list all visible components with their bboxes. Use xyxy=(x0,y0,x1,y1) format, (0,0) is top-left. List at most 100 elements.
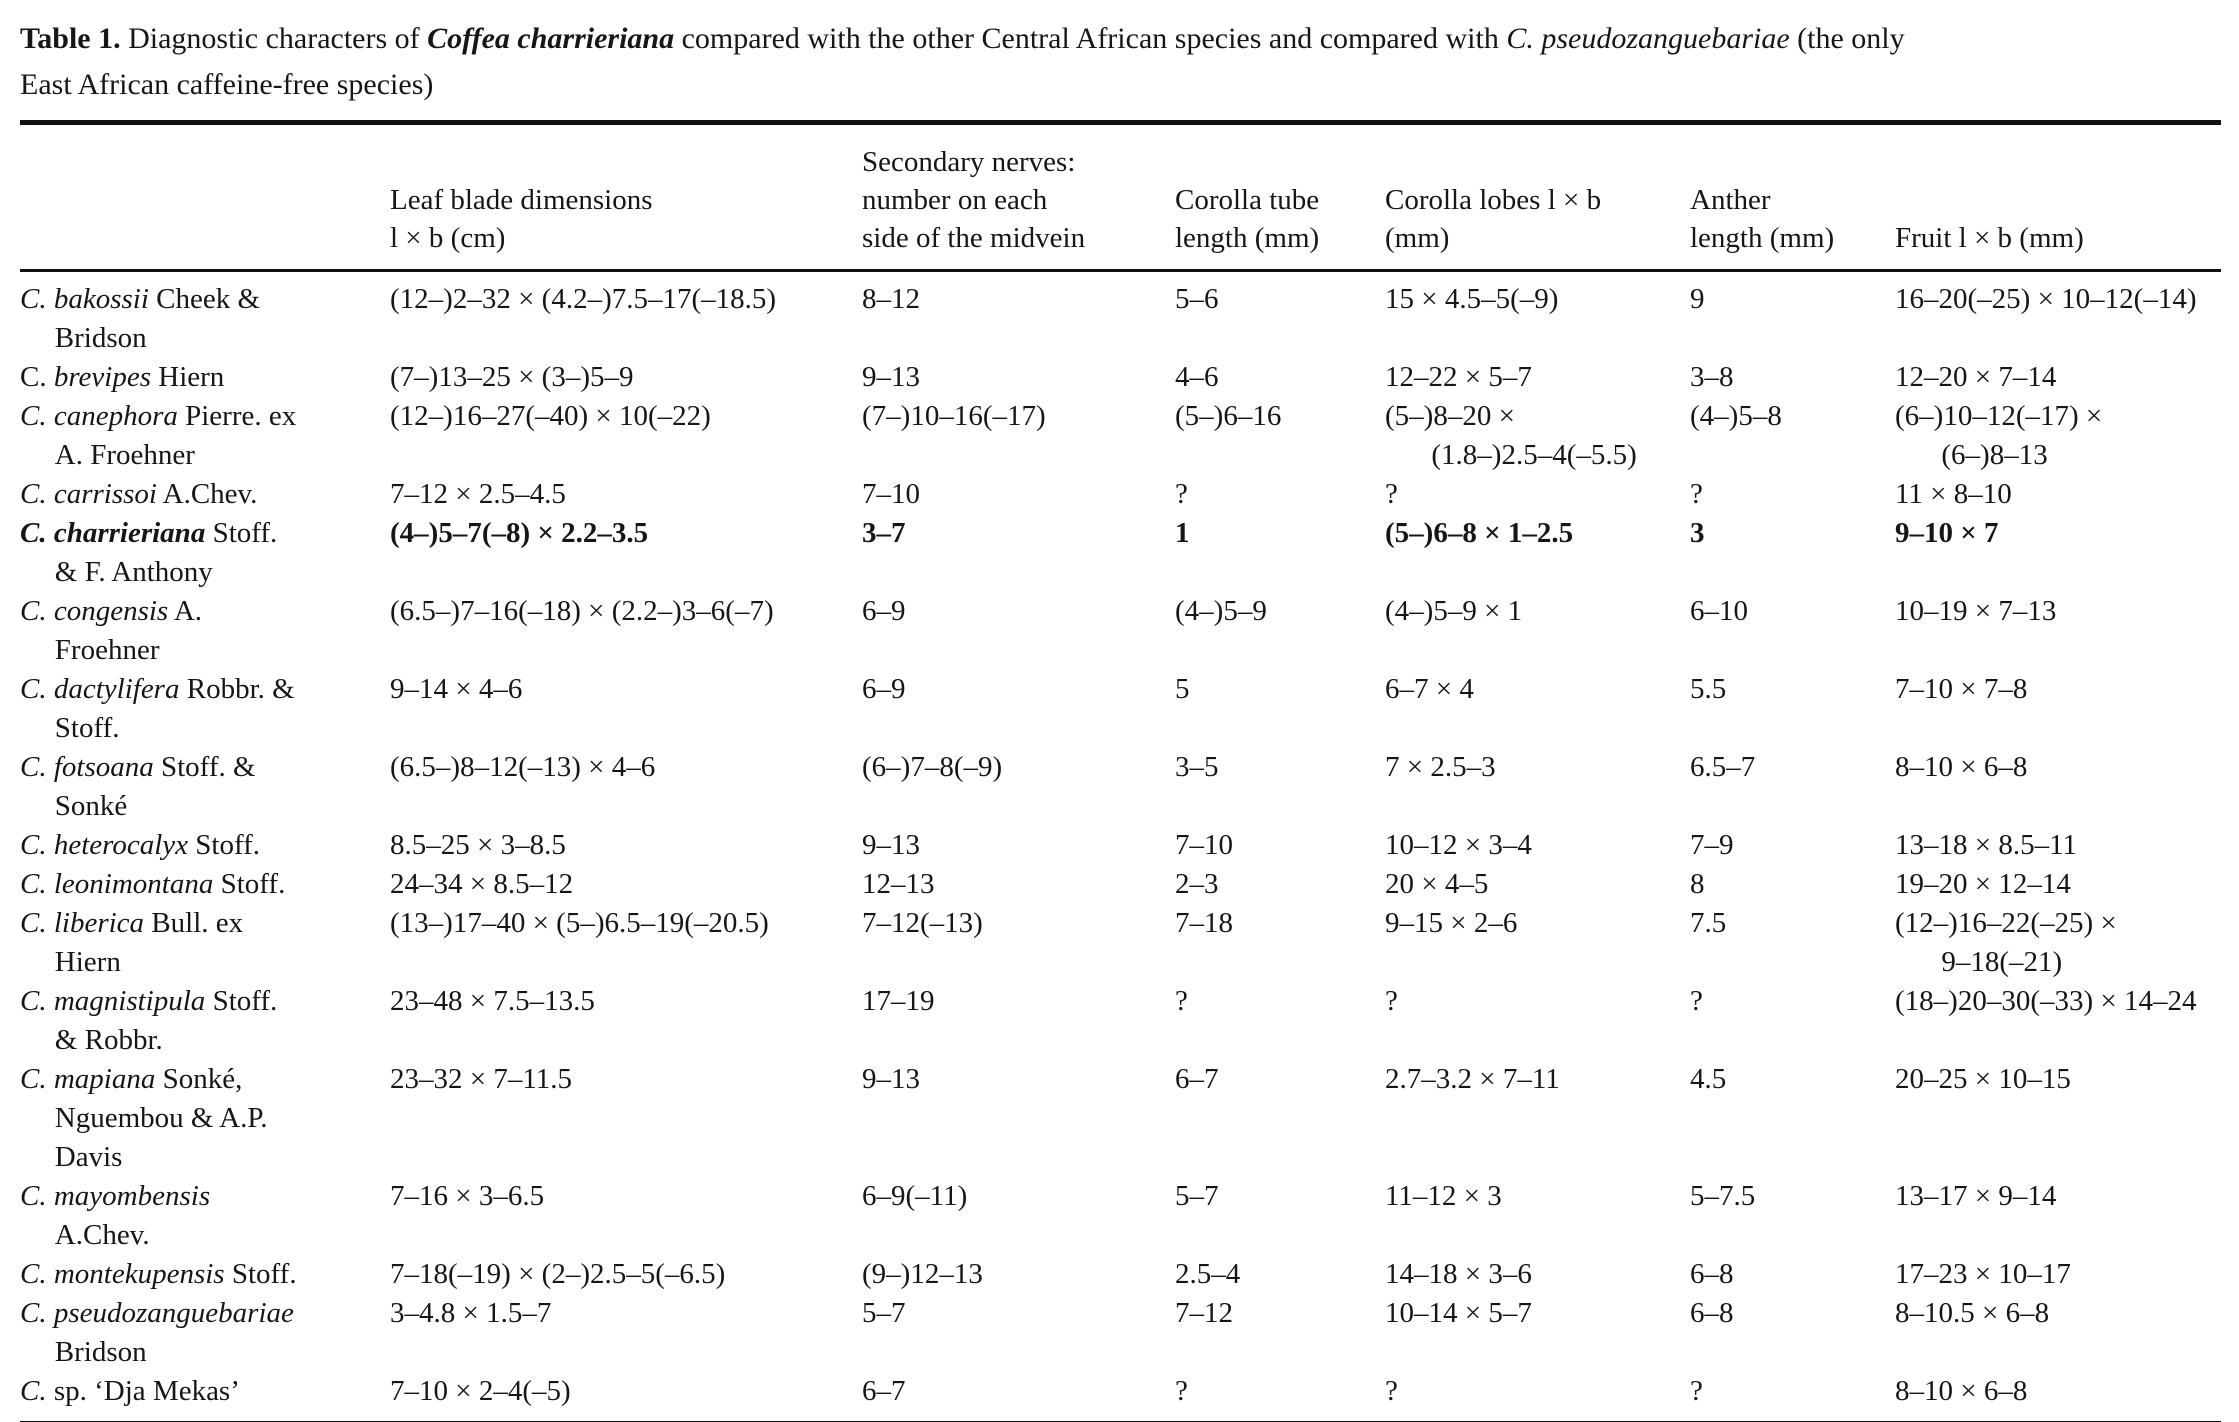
value-cell: 12–22 × 5–7 xyxy=(1385,361,1532,393)
diagnostic-characters-table: Leaf blade dimensions l × b (cm) Seconda… xyxy=(20,120,2221,1422)
value-cell: 17–19 xyxy=(862,985,935,1017)
species-authority: Stoff. xyxy=(213,868,286,900)
caption-text: Diagnostic characters of xyxy=(120,22,428,55)
value-cell: (4–)5–9 × 1 xyxy=(1385,595,1523,627)
value-cell: 6–7 xyxy=(1175,1063,1219,1095)
species-cell: C. bakossii Cheek & Bridson xyxy=(20,271,390,359)
species-name-italic: C. montekupensis xyxy=(20,1258,225,1290)
value-cell: ? xyxy=(1690,1375,1703,1407)
species-cell: C. charrieriana Stoff. & F. Anthony xyxy=(20,514,390,592)
species-cell: C. canephora Pierre. ex A. Froehner xyxy=(20,397,390,475)
value-cell: 9–14 × 4–6 xyxy=(390,673,523,705)
species-name-italic: C. liberica xyxy=(20,907,145,939)
value-cell: 9–10 × 7 xyxy=(1895,517,1999,549)
value-cell: 11 × 8–10 xyxy=(1895,478,2012,510)
value-cell: (7–)10–16(–17) xyxy=(862,400,1046,432)
value-cell: 2.7–3.2 × 7–11 xyxy=(1385,1063,1560,1095)
species-cell: C. mapiana Sonké, Nguembou & A.P. Davis xyxy=(20,1060,390,1177)
species-name-italic: C. charrieriana xyxy=(20,517,206,549)
value-cell: 13–18 × 8.5–11 xyxy=(1895,829,2078,861)
value-cell: (6–)7–8(–9) xyxy=(862,751,1003,783)
species-cell: C. pseudozanguebariae Bridson xyxy=(20,1294,390,1372)
value-cell: (12–)2–32 × (4.2–)7.5–17(–18.5) xyxy=(390,283,777,315)
value-cell: 10–14 × 5–7 xyxy=(1385,1297,1532,1329)
value-cell: 14–18 × 3–6 xyxy=(1385,1258,1532,1290)
value-cell: (12–)16–27(–40) × 10(–22) xyxy=(390,400,711,432)
value-cell: 7–10 × 2–4(–5) xyxy=(390,1375,571,1407)
column-header-corolla-tube: Corolla tube length (mm) xyxy=(1175,184,1320,254)
species-cell: C. montekupensis Stoff. xyxy=(20,1255,390,1294)
species-authority: A.Chev. xyxy=(156,478,258,510)
value-cell: 8–12 xyxy=(862,283,920,315)
table-caption: Table 1. Diagnostic characters of Coffea… xyxy=(20,16,2221,108)
species-authority: A.Chev. xyxy=(54,1219,150,1251)
value-cell: 9 xyxy=(1690,283,1705,315)
value-cell: 7–12 xyxy=(1175,1297,1233,1329)
species-name-italic: C. leonimontana xyxy=(20,868,214,900)
value-cell: 8–10 × 6–8 xyxy=(1895,751,2028,783)
column-header-species xyxy=(20,123,390,271)
value-cell: 15 × 4.5–5(–9) xyxy=(1385,283,1559,315)
value-cell: 7.5 xyxy=(1690,907,1727,939)
value-cell: (4–)5–9 xyxy=(1175,595,1267,627)
caption-species-bold: Coffea charrieriana xyxy=(427,22,675,55)
value-cell: 23–48 × 7.5–13.5 xyxy=(390,985,595,1017)
species-authority: Stoff. xyxy=(224,1258,297,1290)
value-cell: ? xyxy=(1690,985,1703,1017)
species-name-italic: C. carrissoi xyxy=(20,478,157,510)
value-cell: 3–5 xyxy=(1175,751,1219,783)
value-cell: (13–)17–40 × (5–)6.5–19(–20.5) xyxy=(390,907,769,939)
value-cell: 8–10.5 × 6–8 xyxy=(1895,1297,2050,1329)
table-row: C. montekupensis Stoff. 7–18(–19) × (2–)2… xyxy=(20,1255,2221,1294)
value-cell: 7–10 xyxy=(862,478,920,510)
value-cell: 9–13 xyxy=(862,361,920,393)
column-header-secondary-nerves: Secondary nerves: number on each side of… xyxy=(862,146,1086,254)
table-header: Leaf blade dimensions l × b (cm) Seconda… xyxy=(20,123,2221,271)
species-cell: C. dactylifera Robbr. & Stoff. xyxy=(20,670,390,748)
value-cell: 17–23 × 10–17 xyxy=(1895,1258,2071,1290)
value-cell: ? xyxy=(1385,1375,1398,1407)
value-cell: 3–4.8 × 1.5–7 xyxy=(390,1297,552,1329)
species-cell: C. fotsoana Stoff. & Sonké xyxy=(20,748,390,826)
value-cell: 5–7 xyxy=(862,1297,906,1329)
table-row: C. dactylifera Robbr. & Stoff. 9–14 × 4–6… xyxy=(20,670,2221,748)
value-cell: 19–20 × 12–14 xyxy=(1895,868,2071,900)
value-cell: (9–)12–13 xyxy=(862,1258,983,1290)
species-authority: Stoff. & Sonké xyxy=(54,751,256,822)
species-name-italic: brevipes xyxy=(53,361,152,393)
value-cell: ? xyxy=(1175,985,1188,1017)
table-row: C. congensis A. Froehner (6.5–)7–16(–18) … xyxy=(20,592,2221,670)
species-authority: sp. ‘Dja Mekas’ xyxy=(46,1375,240,1407)
caption-table-number: Table 1. xyxy=(20,22,121,55)
value-cell: 6–9 xyxy=(862,673,906,705)
species-cell: C. carrissoi A.Chev. xyxy=(20,475,390,514)
column-header-fruit: Fruit l × b (mm) xyxy=(1895,222,2084,254)
value-cell: 7–12(–13) xyxy=(862,907,983,939)
value-cell: 6–8 xyxy=(1690,1258,1734,1290)
species-cell: C. mayombensis A.Chev. xyxy=(20,1177,390,1255)
species-name-italic: C. canephora xyxy=(20,400,178,432)
species-name-italic: C. heterocalyx xyxy=(20,829,189,861)
column-header-anther: Anther length (mm) xyxy=(1690,184,1835,254)
value-cell: 4.5 xyxy=(1690,1063,1727,1095)
table-row: C. bakossii Cheek & Bridson (12–)2–32 × (… xyxy=(20,271,2221,359)
table-row: C. brevipes Hiern (7–)13–25 × (3–)5–9 9–13… xyxy=(20,358,2221,397)
column-header-leaf-blade: Leaf blade dimensions l × b (cm) xyxy=(390,184,653,254)
species-authority: Stoff. xyxy=(188,829,261,861)
species-authority: Bull. ex Hiern xyxy=(54,907,244,978)
value-cell: 7 × 2.5–3 xyxy=(1385,751,1496,783)
value-cell: 6–7 × 4 xyxy=(1385,673,1474,705)
value-cell: 9–13 xyxy=(862,829,920,861)
species-authority: Robbr. & Stoff. xyxy=(54,673,295,744)
species-cell: C. sp. ‘Dja Mekas’ xyxy=(20,1372,390,1422)
value-cell: 16–20(–25) × 10–12(–14) xyxy=(1895,283,2197,315)
value-cell: 8.5–25 × 3–8.5 xyxy=(390,829,566,861)
value-cell: 7–12 × 2.5–4.5 xyxy=(390,478,566,510)
value-cell: 5.5 xyxy=(1690,673,1727,705)
value-cell: (18–)20–30(–33) × 14–24 xyxy=(1895,985,2197,1017)
value-cell: 7–10 xyxy=(1175,829,1233,861)
table-row: C. heterocalyx Stoff. 8.5–25 × 3–8.5 9–13 7… xyxy=(20,826,2221,865)
species-cell: C. magnistipula Stoff. & Robbr. xyxy=(20,982,390,1060)
value-cell: 4–6 xyxy=(1175,361,1219,393)
species-name-italic: C. dactylifera xyxy=(20,673,180,705)
